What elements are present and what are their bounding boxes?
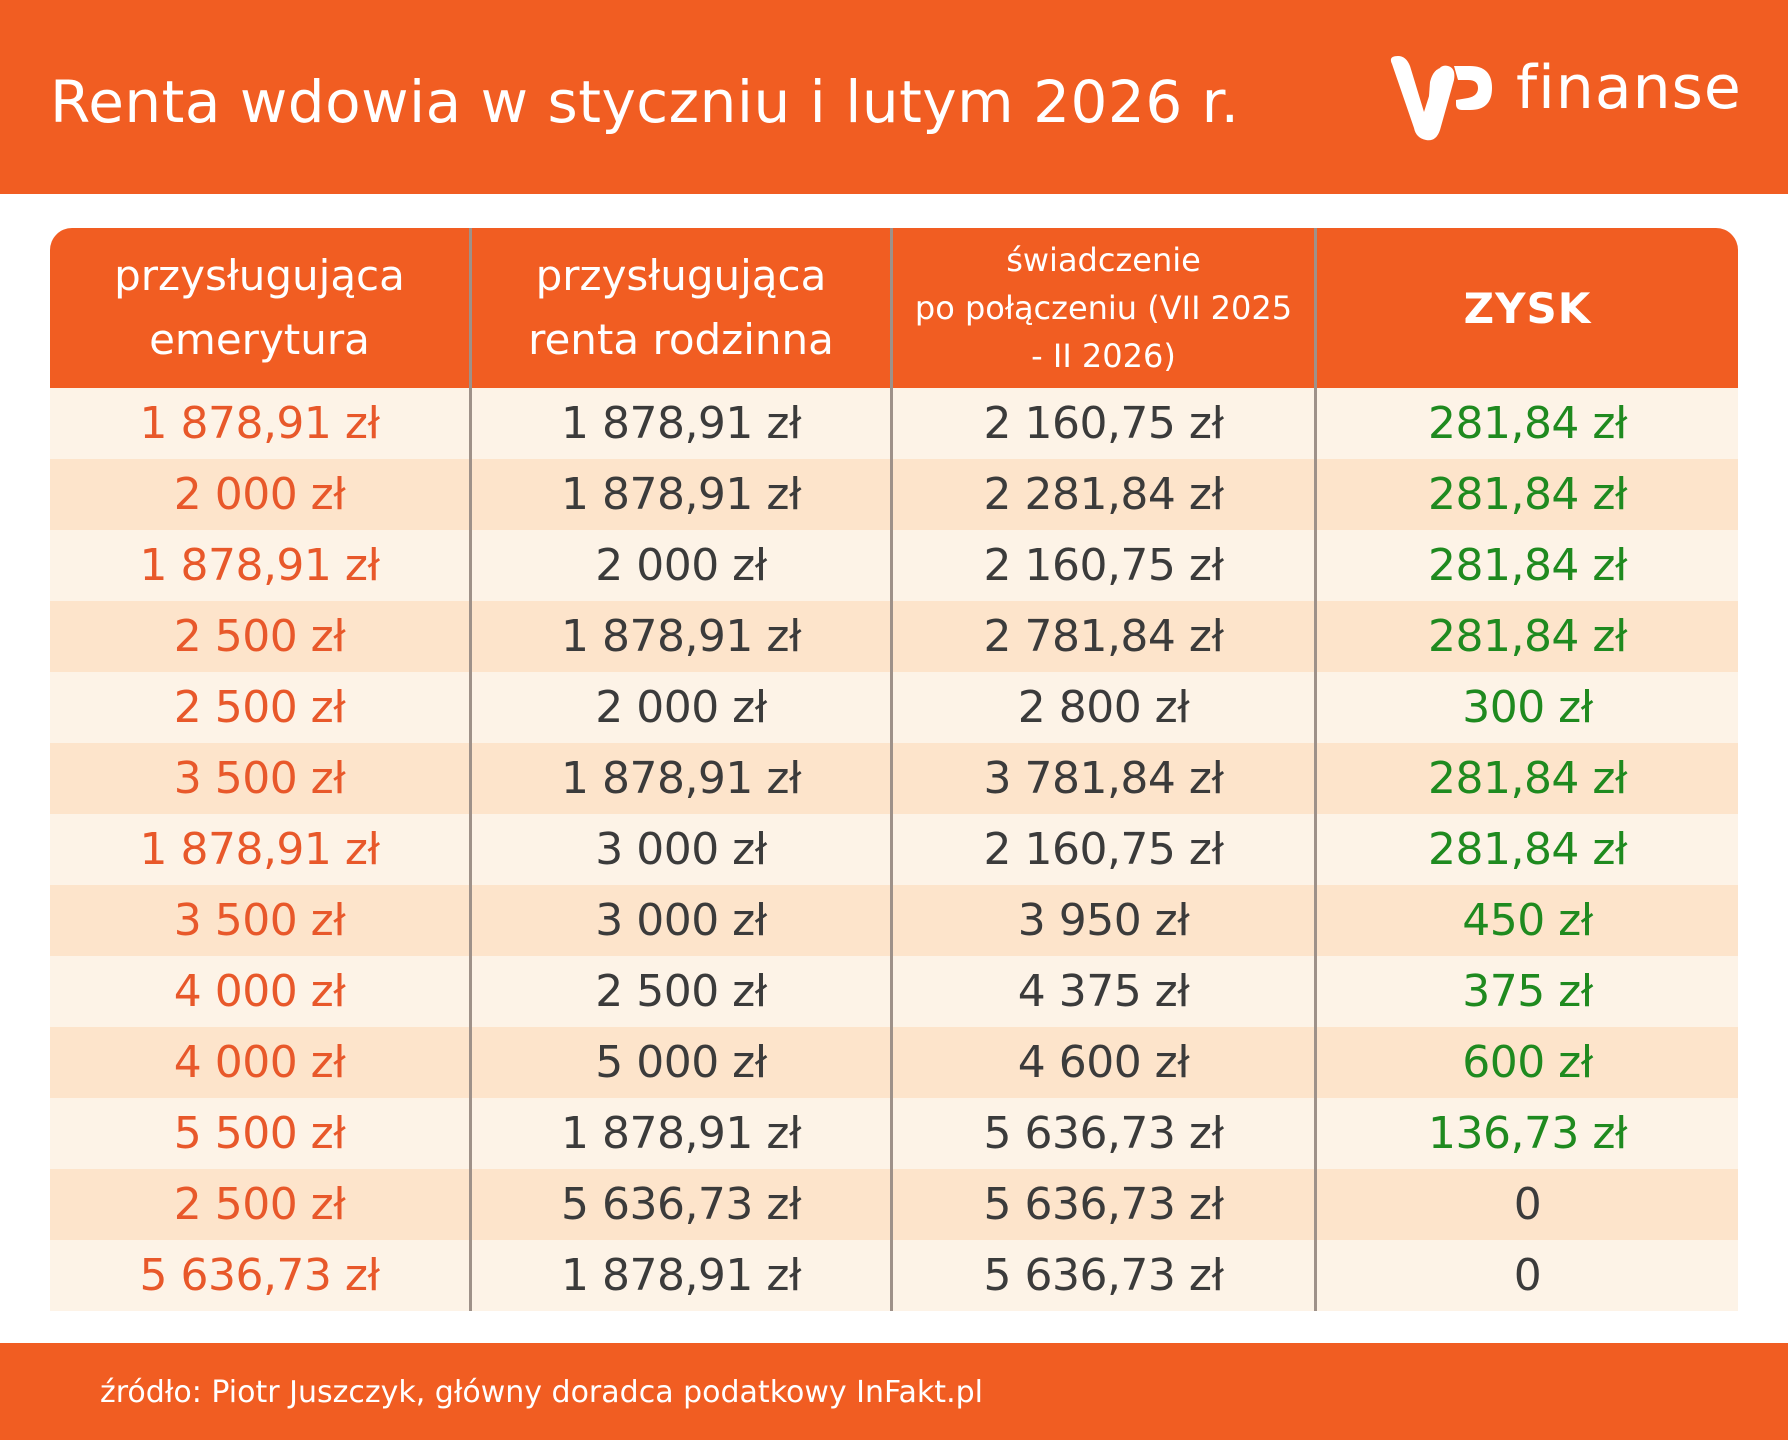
- cell-zysk: 0: [1513, 1250, 1542, 1301]
- cell-emerytura: 1 878,91 zł: [50, 530, 472, 601]
- cell-renta-rodzinna: 2 500 zł: [472, 956, 893, 1027]
- header-line: - II 2026): [1031, 337, 1176, 375]
- table-row: 5 636,73 zł 1 878,91 zł 5 636,73 zł 0: [50, 1240, 1738, 1311]
- cell-renta-rodzinna: 5 636,73 zł: [472, 1169, 893, 1240]
- cell-renta-rodzinna: 1 878,91 zł: [472, 388, 893, 459]
- header-line: świadczenie: [1006, 241, 1201, 279]
- table-row: 1 878,91 zł 3 000 zł 2 160,75 zł 281,84 zł: [50, 814, 1738, 885]
- wp-finanse-logo: finanse: [1384, 52, 1742, 144]
- cell-renta-rodzinna: 2 000 zł: [472, 672, 893, 743]
- cell-emerytura: 2 500 zł: [50, 1169, 472, 1240]
- cell-emerytura: 4 000 zł: [50, 956, 472, 1027]
- table-row: 2 000 zł 1 878,91 zł 2 281,84 zł 281,84 zł: [50, 459, 1738, 530]
- cell-renta-rodzinna: 2 000 zł: [472, 530, 893, 601]
- table-row: 3 500 zł 1 878,91 zł 3 781,84 zł 281,84 zł: [50, 743, 1738, 814]
- cell-swiadczenie: 3 950 zł: [893, 885, 1317, 956]
- cell-zysk: 281,84 zł: [1427, 611, 1628, 662]
- cell-emerytura: 2 500 zł: [50, 672, 472, 743]
- cell-emerytura: 4 000 zł: [50, 1027, 472, 1098]
- table-row: 1 878,91 zł 1 878,91 zł 2 160,75 zł 281,84 …: [50, 388, 1738, 459]
- cell-swiadczenie: 2 800 zł: [893, 672, 1317, 743]
- wp-logo-icon: [1390, 56, 1492, 141]
- table-row: 4 000 zł 5 000 zł 4 600 zł 600 zł: [50, 1027, 1738, 1098]
- cell-swiadczenie: 2 160,75 zł: [893, 530, 1317, 601]
- cell-swiadczenie: 4 375 zł: [893, 956, 1317, 1027]
- cell-emerytura: 3 500 zł: [50, 743, 472, 814]
- table-row: 1 878,91 zł 2 000 zł 2 160,75 zł 281,84 zł: [50, 530, 1738, 601]
- cell-swiadczenie: 3 781,84 zł: [893, 743, 1317, 814]
- column-header-swiadczenie: świadczenie po połączeniu (VII 2025 - II…: [893, 228, 1317, 388]
- header-bar: Renta wdowia w styczniu i lutym 2026 r. …: [0, 0, 1788, 194]
- cell-swiadczenie: 4 600 zł: [893, 1027, 1317, 1098]
- cell-zysk: 281,84 zł: [1427, 540, 1628, 591]
- header-line: przysługująca: [114, 251, 405, 300]
- header-line: przysługująca: [535, 251, 827, 300]
- table-row: 2 500 zł 5 636,73 zł 5 636,73 zł 0: [50, 1169, 1738, 1240]
- header-line: renta rodzinna: [528, 315, 834, 364]
- cell-emerytura: 5 636,73 zł: [50, 1240, 472, 1311]
- header-line: po połączeniu (VII 2025: [914, 289, 1293, 327]
- cell-emerytura: 2 500 zł: [50, 601, 472, 672]
- cell-zysk: 136,73 zł: [1427, 1108, 1628, 1159]
- table-row: 2 500 zł 2 000 zł 2 800 zł 300 zł: [50, 672, 1738, 743]
- column-header-zysk: ZYSK: [1317, 228, 1738, 388]
- source-note: źródło: Piotr Juszczyk, główny doradca p…: [100, 1375, 983, 1410]
- table-body: 1 878,91 zł 1 878,91 zł 2 160,75 zł 281,84 …: [50, 388, 1738, 1311]
- cell-zysk: 450 zł: [1462, 895, 1593, 946]
- table-header: przysługująca emerytura przysługująca re…: [50, 228, 1738, 388]
- cell-emerytura: 1 878,91 zł: [50, 388, 472, 459]
- cell-renta-rodzinna: 1 878,91 zł: [472, 601, 893, 672]
- cell-renta-rodzinna: 1 878,91 zł: [472, 459, 893, 530]
- header-line: ZYSK: [1463, 283, 1592, 333]
- cell-renta-rodzinna: 1 878,91 zł: [472, 743, 893, 814]
- page-title: Renta wdowia w styczniu i lutym 2026 r.: [50, 68, 1240, 136]
- cell-zysk: 281,84 zł: [1427, 398, 1628, 449]
- cell-renta-rodzinna: 1 878,91 zł: [472, 1098, 893, 1169]
- cell-swiadczenie: 2 781,84 zł: [893, 601, 1317, 672]
- cell-zysk: 281,84 zł: [1427, 753, 1628, 804]
- table-row: 4 000 zł 2 500 zł 4 375 zł 375 zł: [50, 956, 1738, 1027]
- cell-emerytura: 5 500 zł: [50, 1098, 472, 1169]
- cell-zysk: 300 zł: [1462, 682, 1593, 733]
- cell-swiadczenie: 2 281,84 zł: [893, 459, 1317, 530]
- cell-swiadczenie: 5 636,73 zł: [893, 1169, 1317, 1240]
- table-row: 3 500 zł 3 000 zł 3 950 zł 450 zł: [50, 885, 1738, 956]
- cell-renta-rodzinna: 5 000 zł: [472, 1027, 893, 1098]
- table-row: 5 500 zł 1 878,91 zł 5 636,73 zł 136,73 zł: [50, 1098, 1738, 1169]
- cell-swiadczenie: 2 160,75 zł: [893, 388, 1317, 459]
- cell-renta-rodzinna: 1 878,91 zł: [472, 1240, 893, 1311]
- cell-zysk: 375 zł: [1462, 966, 1593, 1017]
- pension-table: przysługująca emerytura przysługująca re…: [50, 228, 1738, 1311]
- logo-text: finanse: [1516, 53, 1742, 123]
- table-row: 2 500 zł 1 878,91 zł 2 781,84 zł 281,84 zł: [50, 601, 1738, 672]
- cell-zysk: 0: [1513, 1179, 1542, 1230]
- cell-zysk: 600 zł: [1462, 1037, 1593, 1088]
- cell-swiadczenie: 5 636,73 zł: [893, 1240, 1317, 1311]
- column-header-emerytura: przysługująca emerytura: [50, 228, 472, 388]
- header-line: emerytura: [149, 315, 370, 364]
- cell-emerytura: 2 000 zł: [50, 459, 472, 530]
- cell-zysk: 281,84 zł: [1427, 469, 1628, 520]
- column-header-renta-rodzinna: przysługująca renta rodzinna: [472, 228, 893, 388]
- footer-bar: źródło: Piotr Juszczyk, główny doradca p…: [0, 1343, 1788, 1440]
- cell-zysk: 281,84 zł: [1427, 824, 1628, 875]
- cell-emerytura: 3 500 zł: [50, 885, 472, 956]
- cell-swiadczenie: 2 160,75 zł: [893, 814, 1317, 885]
- cell-renta-rodzinna: 3 000 zł: [472, 885, 893, 956]
- cell-renta-rodzinna: 3 000 zł: [472, 814, 893, 885]
- cell-swiadczenie: 5 636,73 zł: [893, 1098, 1317, 1169]
- cell-emerytura: 1 878,91 zł: [50, 814, 472, 885]
